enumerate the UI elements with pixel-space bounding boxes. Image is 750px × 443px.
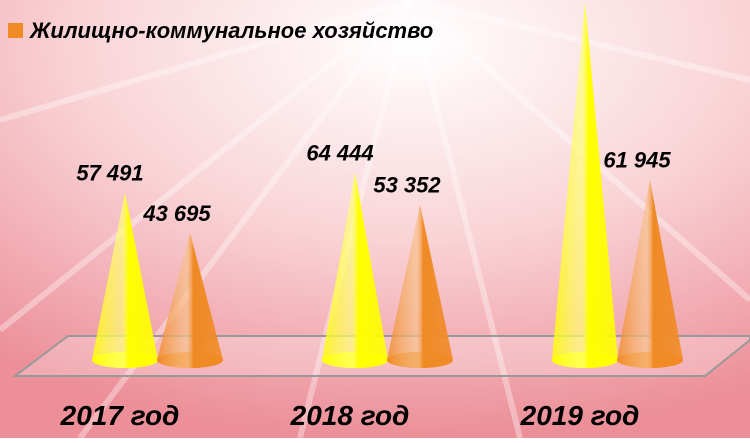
data-label: 57 491	[76, 161, 143, 186]
data-label: 43 695	[142, 201, 211, 226]
x-tick-label: 2019 год	[520, 400, 640, 431]
data-label: 53 352	[373, 173, 441, 198]
cone-overlay	[157, 232, 223, 368]
x-tick-label: 2018 год	[290, 400, 410, 431]
x-tick-label: 2017 год	[60, 400, 180, 431]
data-label: 64 444	[306, 140, 373, 165]
cone	[552, 2, 618, 368]
data-label: 61 945	[603, 148, 671, 173]
cone-overlay	[387, 204, 453, 368]
cone-overlay	[617, 179, 683, 368]
cone-overlay	[322, 172, 388, 368]
cone-overlay	[552, 2, 618, 368]
cone	[92, 192, 158, 368]
legend-swatch	[8, 23, 23, 38]
cone	[387, 204, 453, 368]
cone	[157, 232, 223, 368]
cone	[617, 179, 683, 368]
cone-overlay	[92, 192, 158, 368]
legend-label: Жилищно-коммунальное хозяйство	[29, 18, 433, 43]
cone	[322, 172, 388, 368]
